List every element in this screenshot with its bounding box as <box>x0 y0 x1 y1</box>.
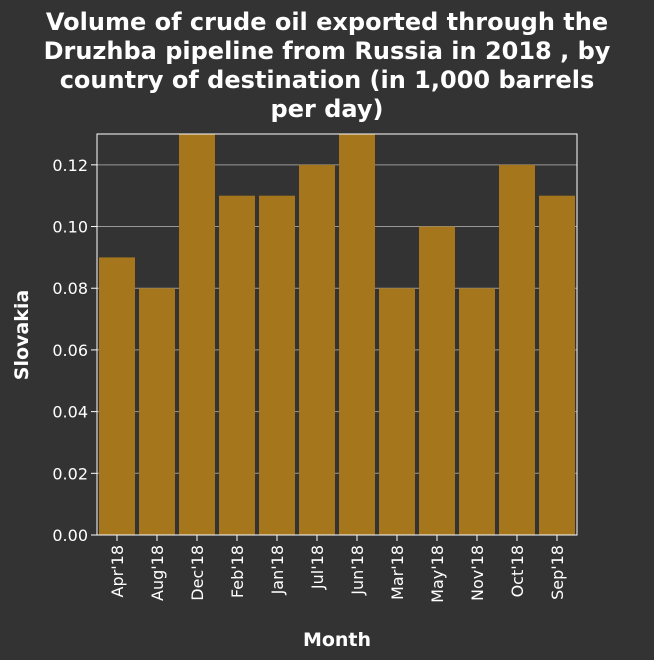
x-tick-label: Aug'18 <box>148 545 167 601</box>
plot-frame <box>96 133 578 536</box>
x-tick-label: Apr'18 <box>108 545 127 597</box>
bar <box>459 288 495 535</box>
bar <box>259 195 295 535</box>
x-tick-label: Jul'18 <box>308 545 327 590</box>
chart-title-line: Druzhba pipeline from Russia in 2018 , b… <box>44 37 611 65</box>
bar <box>499 164 535 535</box>
x-axis-label: Month <box>303 629 371 651</box>
chart-title-line: per day) <box>271 95 384 123</box>
y-axis: 0.00 0.02 0.04 0.06 0.08 0.10 0.12 <box>52 156 97 545</box>
y-tick-label: 0.04 <box>52 403 88 422</box>
x-tick-label: Dec'18 <box>188 545 207 601</box>
x-tick-label: Jan'18 <box>268 545 287 595</box>
bar <box>139 288 175 535</box>
chart-title-line: Volume of crude oil exported through the <box>46 8 608 36</box>
x-tick-label: Oct'18 <box>508 545 527 597</box>
bars <box>99 134 575 536</box>
bar <box>419 226 455 536</box>
bar <box>539 195 575 535</box>
chart-title-line: country of destination (in 1,000 barrels <box>60 66 595 94</box>
y-tick-label: 0.06 <box>52 341 88 360</box>
x-tick-label: Sep'18 <box>548 545 567 600</box>
x-tick-label: Jun'18 <box>348 545 367 596</box>
bar <box>379 288 415 535</box>
x-tick-label: Nov'18 <box>468 545 487 601</box>
x-tick-label: Feb'18 <box>228 545 247 598</box>
bar <box>99 257 135 535</box>
bar <box>299 164 335 535</box>
y-tick-label: 0.10 <box>52 218 88 237</box>
y-tick-label: 0.02 <box>52 464 88 483</box>
bar <box>339 134 375 535</box>
x-axis: Apr'18 Aug'18 Dec'18 Feb'18 Jan'18 Jul'18 Jun'… <box>108 535 567 603</box>
gridlines <box>97 164 577 536</box>
y-tick-label: 0.00 <box>52 526 88 545</box>
chart-title: Volume of crude oil exported through the… <box>44 8 611 123</box>
bar <box>179 134 215 535</box>
y-axis-label: Slovakia <box>11 290 33 380</box>
y-tick-label: 0.08 <box>52 279 88 298</box>
y-tick-label: 0.12 <box>52 156 88 175</box>
x-tick-label: May'18 <box>428 545 447 603</box>
bar <box>219 195 255 535</box>
x-tick-label: Mar'18 <box>388 545 407 600</box>
